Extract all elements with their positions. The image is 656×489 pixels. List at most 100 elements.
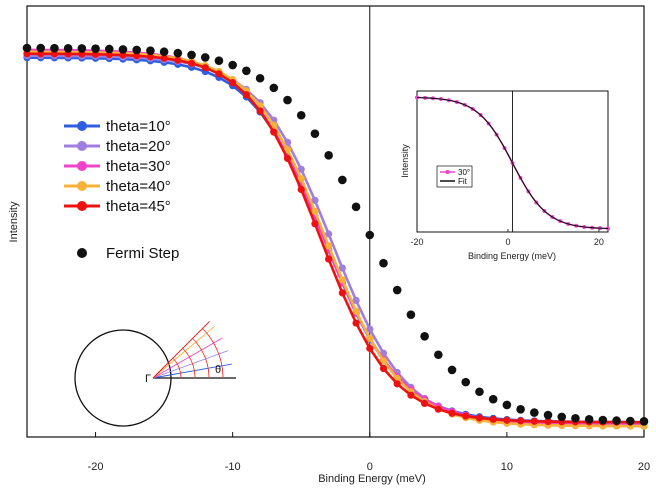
angle-ray <box>152 326 215 379</box>
data-point <box>37 50 45 58</box>
x-tick-label: 10 <box>501 461 513 473</box>
data-point <box>63 43 73 53</box>
inset-y-axis-label: Intensity <box>400 144 410 178</box>
data-point <box>242 91 250 99</box>
data-point <box>215 70 223 78</box>
data-point <box>269 83 279 93</box>
angle-ray <box>152 363 232 379</box>
data-point <box>159 47 169 57</box>
y-axis-label: Intensity <box>8 201 20 242</box>
angle-diagram: Γθ <box>74 321 236 427</box>
data-point <box>242 66 251 76</box>
data-point <box>283 146 292 154</box>
data-point <box>448 409 456 417</box>
data-point <box>229 79 237 87</box>
x-tick-label: -10 <box>225 461 241 473</box>
data-point <box>187 59 196 67</box>
series-5 <box>22 43 649 426</box>
angle-arc <box>182 348 196 379</box>
data-point <box>584 414 594 424</box>
angle-arc <box>201 349 210 379</box>
inset-tick-label: -20 <box>410 237 423 247</box>
data-point <box>516 405 525 414</box>
data-point <box>311 220 319 228</box>
inset-legend-marker <box>445 170 450 174</box>
angle-ray <box>152 350 229 379</box>
data-point <box>338 289 346 297</box>
series-line <box>26 52 645 424</box>
data-point <box>420 332 429 341</box>
data-point <box>502 400 512 410</box>
angle-arc <box>192 338 210 379</box>
legend-label: theta=30° <box>106 158 171 175</box>
data-point <box>146 53 154 61</box>
data-point <box>352 307 360 315</box>
data-point <box>324 151 333 160</box>
data-point <box>50 43 59 53</box>
data-point <box>270 128 278 136</box>
data-point <box>366 334 374 343</box>
series-line <box>26 50 645 428</box>
data-point <box>366 344 374 352</box>
data-point <box>351 202 361 212</box>
data-point <box>174 56 182 64</box>
data-point <box>352 296 360 305</box>
data-point <box>104 44 114 54</box>
data-point <box>91 44 100 53</box>
data-point <box>421 399 429 407</box>
data-point <box>571 413 580 423</box>
legend-marker <box>77 201 87 211</box>
theta-label: θ <box>215 364 221 376</box>
data-point <box>283 95 292 105</box>
data-point <box>325 230 333 238</box>
data-point <box>187 50 196 60</box>
data-point <box>132 45 141 55</box>
x-tick-label: 0 <box>367 461 373 473</box>
data-point <box>543 410 553 420</box>
data-point <box>352 319 360 327</box>
legend-marker <box>77 248 87 258</box>
data-point <box>23 50 31 58</box>
data-point <box>256 107 264 115</box>
data-point <box>310 129 320 138</box>
inset-x-axis-label: Binding Energy (meV) <box>468 251 556 261</box>
inset-chart: Binding Energy (meV) Intensity -20 0 20 30°… <box>400 90 610 261</box>
data-point <box>407 391 415 399</box>
data-point <box>338 175 347 185</box>
data-point <box>160 54 168 62</box>
angle-arc <box>202 328 224 379</box>
data-point <box>392 285 402 295</box>
data-point <box>406 310 416 319</box>
x-axis-label: Binding Energy (meV) <box>318 473 426 485</box>
data-point <box>365 230 375 240</box>
angle-arc <box>172 357 182 379</box>
data-point <box>379 357 388 365</box>
x-tick-label: -20 <box>88 461 104 473</box>
inset-fit-line <box>416 96 609 230</box>
data-point <box>201 64 209 72</box>
inset-tick-label: 20 <box>594 237 604 247</box>
data-point <box>598 415 608 425</box>
data-point <box>434 350 443 360</box>
data-point <box>50 50 59 58</box>
data-point <box>228 60 237 70</box>
data-point <box>462 412 470 420</box>
data-point <box>379 258 388 268</box>
data-point <box>530 408 539 417</box>
angle-ray <box>152 321 210 379</box>
data-point <box>489 415 497 423</box>
data-point <box>393 380 401 388</box>
data-point <box>639 417 649 426</box>
data-point <box>325 255 333 263</box>
data-point <box>612 416 621 425</box>
data-point <box>22 43 32 53</box>
x-tick-label: 20 <box>638 461 650 473</box>
inset-legend-label: Fit <box>458 177 468 186</box>
x-axis-ticks: -20 -10 0 10 20 <box>88 432 650 473</box>
data-point <box>146 46 155 56</box>
legend-label: theta=20° <box>106 138 171 155</box>
data-point <box>557 412 567 422</box>
legend-marker <box>77 121 87 131</box>
series-line <box>26 48 645 426</box>
data-point <box>296 110 306 120</box>
